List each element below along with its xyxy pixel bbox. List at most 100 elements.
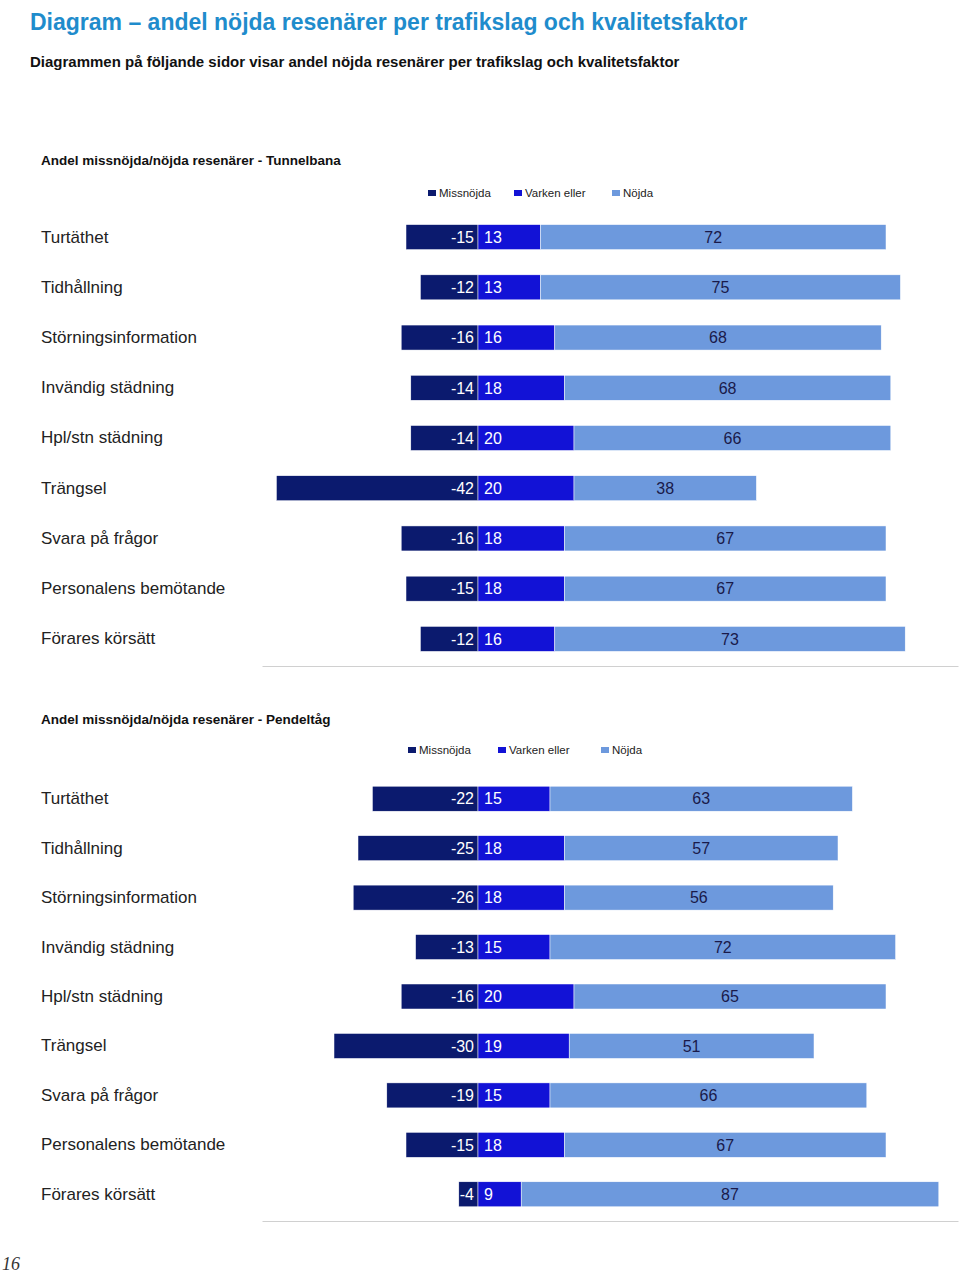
legend: Missnöjda Varken eller Nöjda — [408, 744, 643, 756]
bar-segment — [478, 984, 574, 1009]
bar-segment — [569, 1033, 814, 1058]
data-label: 72 — [714, 939, 732, 956]
data-label: -16 — [451, 530, 474, 547]
bar-segment — [540, 275, 900, 300]
x-axis-line — [263, 666, 959, 667]
legend-swatch — [601, 747, 609, 753]
bar-segment — [574, 476, 756, 501]
legend-item: Nöjda — [612, 187, 654, 199]
data-label: 9 — [484, 1186, 493, 1203]
category-label: Svara på frågor — [41, 529, 159, 548]
y-tick: Hpl/stn städning — [41, 428, 163, 447]
bar-segment — [478, 885, 564, 910]
category-label: Störningsinformation — [41, 888, 197, 907]
y-tick: Personalens bemötande — [41, 1135, 225, 1154]
data-label: 73 — [721, 631, 739, 648]
category-label: Personalens bemötande — [41, 1135, 225, 1154]
data-label: 16 — [484, 631, 502, 648]
category-label: Förares körsätt — [41, 629, 156, 648]
bar-segment — [276, 476, 478, 501]
y-tick: Personalens bemötande — [41, 579, 225, 598]
y-tick: Invändig städning — [41, 937, 174, 956]
bar-segment — [574, 426, 891, 451]
data-labels: -15-12-16-14-14-42-16-15-121313161820201… — [451, 229, 742, 648]
bar-segment — [478, 426, 574, 451]
bar-segment — [564, 1132, 886, 1157]
data-label: 18 — [484, 840, 502, 857]
data-label: -22 — [451, 790, 474, 807]
category-label: Tidhållning — [41, 839, 123, 858]
data-label: -15 — [451, 229, 474, 246]
bar-segment — [416, 935, 478, 960]
y-tick: Turtäthet — [41, 228, 109, 247]
category-label: Trängsel — [41, 479, 107, 498]
legend-item: Nöjda — [601, 744, 643, 756]
y-tick: Störningsinformation — [41, 888, 197, 907]
bar-segment — [574, 984, 886, 1009]
bar-segment — [406, 576, 478, 601]
bar-segment — [411, 375, 478, 400]
legend-swatch — [498, 747, 506, 753]
legend-swatch — [514, 190, 522, 196]
y-tick: Förares körsätt — [41, 629, 156, 648]
bar-segment — [550, 786, 852, 811]
data-label: 19 — [484, 1038, 502, 1055]
bar-segment — [521, 1182, 939, 1207]
bar-segment — [478, 476, 574, 501]
page-number: 16 — [2, 1254, 20, 1274]
y-tick: Tidhållning — [41, 839, 123, 858]
category-label: Svara på frågor — [41, 1086, 159, 1105]
legend: Missnöjda Varken eller Nöjda — [428, 187, 654, 199]
legend-item: Varken eller — [514, 187, 586, 199]
bar-segment — [550, 935, 896, 960]
data-label: 20 — [484, 430, 502, 447]
data-label: 16 — [484, 329, 502, 346]
legend-item: Missnöjda — [428, 187, 491, 199]
bar-segment — [478, 1083, 550, 1108]
data-label: 65 — [721, 988, 739, 1005]
data-label: -42 — [451, 480, 474, 497]
y-tick: Trängsel — [41, 479, 107, 498]
bar-segment — [564, 885, 833, 910]
legend-item: Missnöjda — [408, 744, 471, 756]
bar-segment — [358, 836, 478, 861]
data-label: 56 — [690, 889, 708, 906]
legend-swatch — [408, 747, 416, 753]
data-label: -19 — [451, 1087, 474, 1104]
data-label: 68 — [719, 380, 737, 397]
data-label: -14 — [451, 430, 474, 447]
category-label: Turtäthet — [41, 789, 109, 808]
bar-segment — [478, 626, 555, 651]
bar-segment — [478, 1182, 521, 1207]
page-subtitle: Diagrammen på följande sidor visar andel… — [30, 53, 680, 70]
category-label: Förares körsätt — [41, 1185, 156, 1204]
data-label: -30 — [451, 1038, 474, 1055]
bar-segment — [478, 786, 550, 811]
y-tick: Hpl/stn städning — [41, 987, 163, 1006]
bars — [334, 786, 939, 1207]
bars — [276, 225, 905, 652]
legend-swatch — [612, 190, 620, 196]
data-label: -14 — [451, 380, 474, 397]
legend-item: Varken eller — [498, 744, 570, 756]
bar-segment — [387, 1083, 478, 1108]
data-label: 18 — [484, 530, 502, 547]
bar-segment — [478, 1132, 564, 1157]
y-tick: Turtäthet — [41, 789, 109, 808]
data-label: 66 — [700, 1087, 718, 1104]
x-axis — [263, 666, 959, 667]
data-label: -13 — [451, 939, 474, 956]
category-label: Turtäthet — [41, 228, 109, 247]
data-label: 87 — [721, 1186, 739, 1203]
y-tick: Svara på frågor — [41, 529, 159, 548]
bar-segment — [372, 786, 478, 811]
data-label: 68 — [709, 329, 727, 346]
data-label: 13 — [484, 229, 502, 246]
bar-segment — [555, 325, 881, 350]
data-label: -26 — [451, 889, 474, 906]
legend-swatch — [428, 190, 436, 196]
data-label: 20 — [484, 988, 502, 1005]
data-label: -12 — [451, 631, 474, 648]
bar-segment — [478, 526, 564, 551]
bar-segment — [564, 375, 890, 400]
